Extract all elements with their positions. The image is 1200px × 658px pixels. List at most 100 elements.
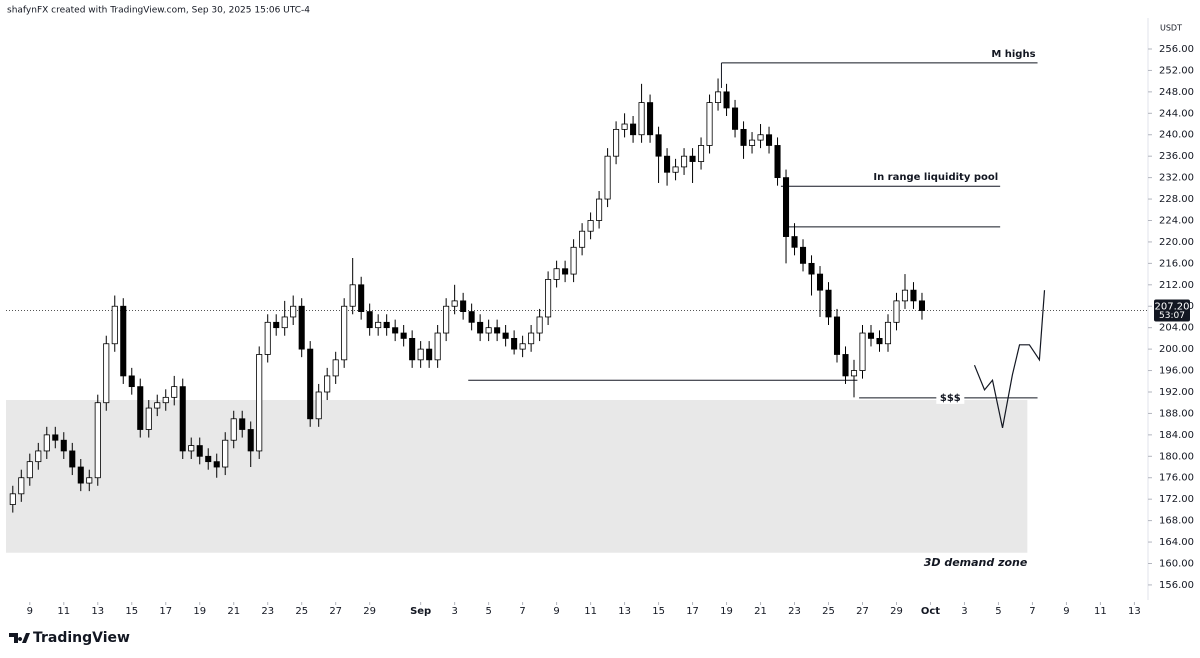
y-tick-label: 248.00 bbox=[1159, 87, 1194, 98]
candle-body bbox=[621, 123, 628, 130]
x-tick-label: 17 bbox=[686, 606, 699, 617]
demand-zone bbox=[6, 400, 1028, 553]
y-tick-label: 224.00 bbox=[1159, 215, 1194, 226]
candle-body bbox=[765, 134, 773, 146]
candle-body bbox=[519, 343, 526, 350]
x-tick-label: 25 bbox=[822, 606, 835, 617]
x-tick-label: 7 bbox=[519, 606, 525, 617]
level-label: In range liquidity pool bbox=[873, 172, 998, 183]
y-tick-label: 240.00 bbox=[1159, 130, 1194, 141]
candle-body bbox=[918, 300, 926, 311]
candle-body bbox=[366, 311, 373, 329]
candle-body bbox=[468, 311, 475, 323]
candle-body bbox=[910, 289, 917, 302]
candle-body bbox=[893, 300, 900, 323]
candle-body bbox=[604, 155, 611, 200]
candle-body bbox=[443, 305, 450, 334]
candle-body bbox=[502, 332, 509, 339]
candle-body bbox=[579, 230, 586, 248]
candle-body bbox=[511, 337, 518, 350]
candle-body bbox=[256, 354, 263, 452]
candle-body bbox=[145, 407, 152, 430]
x-tick-label: 11 bbox=[584, 606, 597, 617]
candle-body bbox=[638, 102, 645, 136]
candle-body bbox=[264, 321, 271, 355]
y-tick-label: 204.00 bbox=[1159, 323, 1194, 334]
x-tick-label: 21 bbox=[227, 606, 240, 617]
candle-body bbox=[596, 198, 603, 221]
y-tick-label: 176.00 bbox=[1159, 473, 1194, 484]
candle-body bbox=[18, 477, 25, 495]
candle-body bbox=[749, 139, 756, 146]
candle-body bbox=[562, 268, 569, 275]
y-tick-label: 168.00 bbox=[1159, 516, 1194, 527]
x-tick-label: 15 bbox=[125, 606, 138, 617]
x-tick-label: 23 bbox=[788, 606, 801, 617]
x-tick-label: 5 bbox=[485, 606, 491, 617]
candle-body bbox=[9, 493, 16, 505]
x-tick-label: 11 bbox=[1094, 606, 1107, 617]
candle-body bbox=[86, 477, 93, 484]
y-tick-label: 220.00 bbox=[1159, 237, 1194, 248]
x-tick-label: 3 bbox=[961, 606, 967, 617]
x-tick-label: Oct bbox=[921, 606, 940, 617]
candle-body bbox=[553, 268, 560, 280]
candle-body bbox=[757, 134, 764, 141]
candle-body bbox=[43, 434, 50, 452]
candle-body bbox=[647, 102, 654, 136]
candle-body bbox=[426, 348, 433, 361]
candle-body bbox=[120, 305, 127, 377]
x-tick-label: 13 bbox=[618, 606, 631, 617]
candle-body bbox=[162, 396, 169, 404]
y-tick-label: 252.00 bbox=[1159, 65, 1194, 76]
y-tick-label: 216.00 bbox=[1159, 258, 1194, 269]
candle-body bbox=[570, 246, 577, 275]
candle-body bbox=[103, 343, 110, 404]
y-tick-label: 232.00 bbox=[1159, 173, 1194, 184]
candle-body bbox=[179, 386, 186, 452]
last-price-label: 207.20 bbox=[1155, 302, 1190, 313]
label-bg bbox=[936, 391, 965, 404]
x-tick-label: 21 bbox=[754, 606, 767, 617]
y-tick-label: 160.00 bbox=[1159, 558, 1194, 569]
candle-body bbox=[782, 177, 790, 237]
y-tick-label: 236.00 bbox=[1159, 151, 1194, 162]
countdown: 53:07 bbox=[1159, 311, 1185, 321]
y-tick-label: 188.00 bbox=[1159, 408, 1194, 419]
candle-body bbox=[349, 284, 356, 307]
candle-body bbox=[383, 321, 390, 329]
candle-body bbox=[808, 262, 815, 275]
candle-body bbox=[545, 279, 552, 318]
x-tick-label: 15 bbox=[652, 606, 665, 617]
y-tick-label: 172.00 bbox=[1159, 494, 1194, 505]
level-label: M highs bbox=[991, 49, 1035, 60]
candle-body bbox=[698, 145, 705, 162]
candle-body bbox=[825, 289, 832, 318]
x-tick-label: 11 bbox=[57, 606, 70, 617]
candle-body bbox=[723, 91, 730, 109]
candle-body bbox=[273, 321, 280, 329]
candle-body bbox=[60, 439, 67, 452]
logo-text: TradingView bbox=[33, 630, 130, 646]
y-tick-label: 164.00 bbox=[1159, 537, 1194, 548]
candle-body bbox=[732, 107, 739, 130]
candle-body bbox=[689, 155, 696, 162]
candle-body bbox=[222, 439, 229, 468]
candle-body bbox=[239, 418, 246, 430]
header: shafynFX created with TradingView.com, S… bbox=[7, 6, 310, 16]
candle-body bbox=[196, 445, 203, 457]
candle-body bbox=[494, 327, 501, 334]
candle-body bbox=[774, 145, 781, 179]
candle-body bbox=[816, 273, 824, 291]
candle-body bbox=[128, 375, 135, 388]
candle-body bbox=[375, 321, 382, 329]
candle-body bbox=[358, 284, 365, 313]
candle-body bbox=[434, 332, 441, 361]
candle-body bbox=[681, 155, 688, 168]
candle-body bbox=[417, 348, 424, 361]
candle-body bbox=[171, 386, 178, 398]
x-tick-label: 13 bbox=[91, 606, 104, 617]
candle-body bbox=[332, 359, 339, 377]
candle-body bbox=[630, 123, 637, 136]
candle-body bbox=[485, 327, 492, 334]
